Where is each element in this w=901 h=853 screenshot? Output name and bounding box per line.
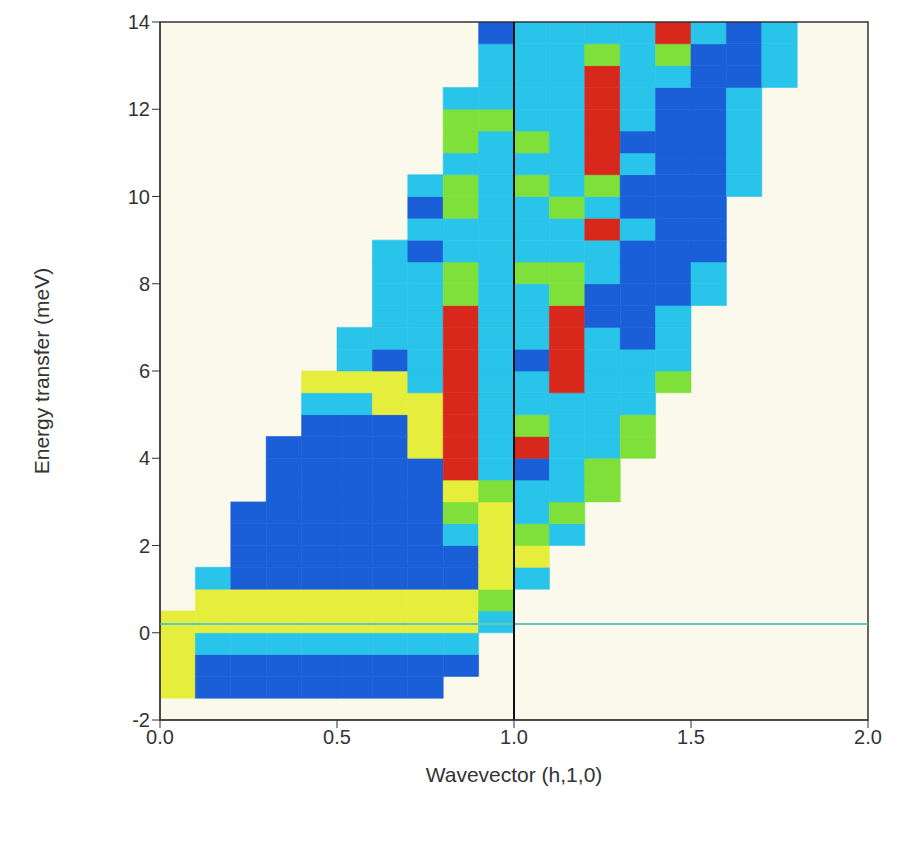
svg-text:10: 10 <box>128 186 150 208</box>
svg-text:Wavevector (h,1,0): Wavevector (h,1,0) <box>426 763 603 786</box>
svg-text:8: 8 <box>139 273 150 295</box>
svg-text:0: 0 <box>139 622 150 644</box>
svg-text:0.0: 0.0 <box>146 726 174 748</box>
svg-text:1.0: 1.0 <box>500 726 528 748</box>
svg-text:-2: -2 <box>132 709 150 731</box>
svg-text:6: 6 <box>139 360 150 382</box>
svg-text:0.5: 0.5 <box>323 726 351 748</box>
svg-text:2: 2 <box>139 535 150 557</box>
svg-text:1.5: 1.5 <box>677 726 705 748</box>
svg-text:Energy transfer (meV): Energy transfer (meV) <box>30 268 53 475</box>
svg-text:14: 14 <box>128 11 150 33</box>
svg-text:12: 12 <box>128 98 150 120</box>
svg-text:2.0: 2.0 <box>854 726 882 748</box>
svg-text:4: 4 <box>139 447 150 469</box>
